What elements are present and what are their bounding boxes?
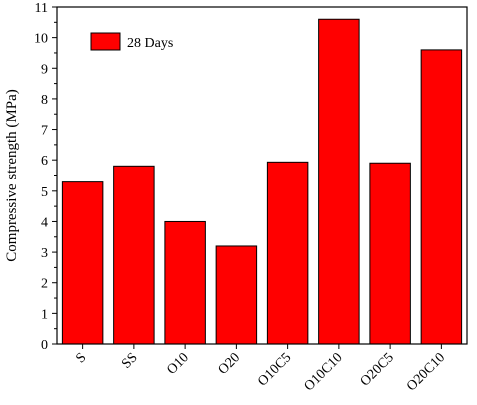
bar-o10c10 bbox=[318, 18, 360, 345]
x-category-label: O20 bbox=[216, 350, 244, 378]
plot-frame bbox=[56, 6, 468, 345]
y-axis-title: Compressive strength (MPa) bbox=[4, 89, 20, 261]
y-tick-label: 5 bbox=[41, 185, 48, 200]
x-category-label: SS bbox=[119, 350, 141, 372]
bar-o10 bbox=[164, 220, 206, 345]
x-category-label: O10C10 bbox=[302, 350, 346, 394]
bar-ss bbox=[113, 165, 155, 345]
y-tick-label: 0 bbox=[41, 338, 48, 353]
bar-o20 bbox=[215, 245, 258, 345]
bar-o20c5 bbox=[369, 162, 411, 345]
bars-layer bbox=[61, 18, 463, 345]
y-tick-label: 8 bbox=[41, 93, 48, 108]
y-ticks-layer: 0 1 2 3 4 5 6 7 8 9 10 11 bbox=[34, 1, 57, 353]
legend-swatch bbox=[90, 32, 121, 51]
y-tick-label: 1 bbox=[41, 307, 48, 322]
x-category-label: O20C10 bbox=[404, 350, 448, 394]
legend: 28 Days bbox=[90, 32, 173, 51]
y-tick-label: 4 bbox=[41, 215, 48, 230]
x-category-label: O10 bbox=[164, 350, 192, 378]
x-category-label: O20C5 bbox=[358, 350, 397, 389]
y-tick-label: 10 bbox=[34, 32, 48, 47]
bar-o20c10 bbox=[420, 49, 463, 345]
x-category-label: O10C5 bbox=[255, 350, 294, 389]
y-tick-label: 3 bbox=[41, 246, 48, 261]
legend-label: 28 Days bbox=[127, 36, 173, 51]
y-tick-label: 11 bbox=[35, 1, 48, 16]
y-tick-label: 7 bbox=[41, 124, 48, 139]
y-tick-label: 9 bbox=[41, 62, 48, 77]
bar-o10c5 bbox=[266, 161, 309, 345]
bar-s bbox=[61, 181, 104, 345]
x-category-layer: S SS O10 O20 O10C5 O10C10 O20C5 O20C10 bbox=[73, 344, 448, 394]
y-tick-label: 2 bbox=[41, 277, 48, 292]
x-category-label: S bbox=[73, 350, 89, 366]
y-tick-label: 6 bbox=[41, 154, 48, 169]
